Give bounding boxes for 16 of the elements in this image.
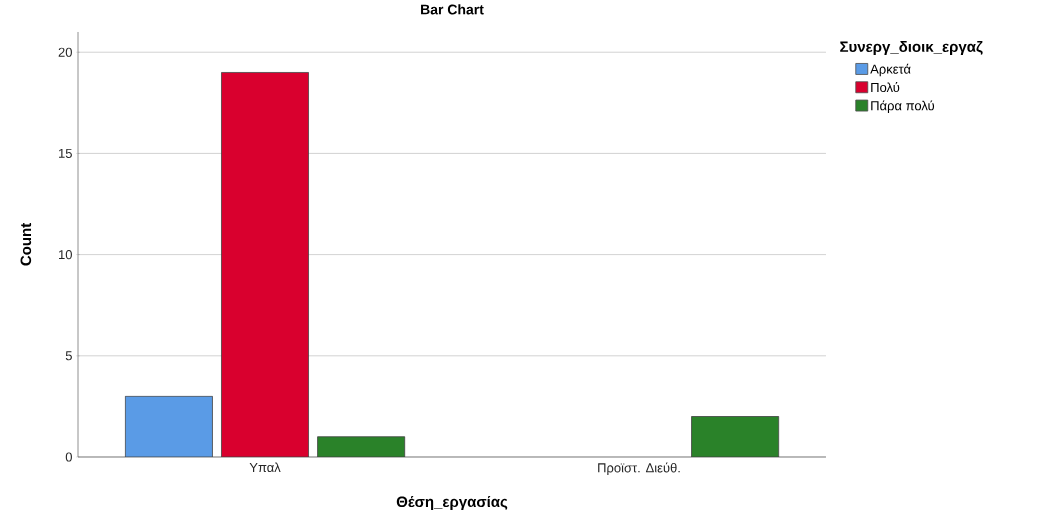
y-tick-label: 5 [65,351,72,361]
legend-label: Αρκετά [870,63,911,77]
bar [317,436,406,457]
y-tick-label: 20 [58,47,72,57]
x-axis-title: Θέση_εργασίας [396,495,508,511]
y-tick-label: 15 [59,148,72,158]
x-tick-label: Υπαλ [249,462,281,473]
legend-label: Πολύ [871,82,900,93]
bar [691,416,780,457]
legend-title: Συνεργ_διοικ_εργαζ [840,41,983,55]
y-tick-label: 0 [65,452,72,462]
chart-title: Bar Chart [421,4,484,15]
legend-label: Πάρα πολύ [871,100,935,113]
y-axis-title: Count [20,223,32,266]
y-tick-label: 10 [59,250,72,260]
x-tick-label: Προϊστ. Διεύθ. [598,462,680,476]
